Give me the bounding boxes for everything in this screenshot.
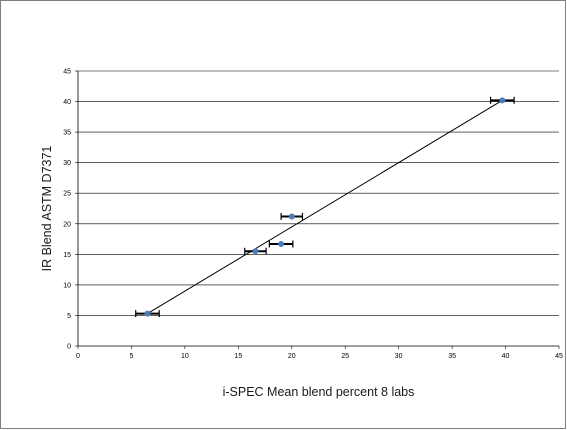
gridlines xyxy=(78,70,559,316)
linear-trendline xyxy=(147,99,503,315)
y-tick-label: 45 xyxy=(63,69,71,76)
y-tick-label: 40 xyxy=(63,99,71,106)
data-point-3 xyxy=(288,213,295,220)
data-points xyxy=(144,97,506,317)
y-tick-label: 25 xyxy=(63,191,71,198)
data-point-2 xyxy=(278,240,285,247)
x-tick-label: 5 xyxy=(129,353,133,360)
x-tick-label: 35 xyxy=(448,353,456,360)
y-tick-label: 10 xyxy=(63,282,71,289)
trendline xyxy=(147,99,503,315)
axes xyxy=(75,70,560,349)
x-tick-label: 25 xyxy=(341,353,349,360)
x-tick-label: 20 xyxy=(288,353,296,360)
y-tick-label: 35 xyxy=(63,130,71,137)
x-axis-title: i-SPEC Mean blend percent 8 labs xyxy=(223,385,415,399)
x-tick-label: 30 xyxy=(395,353,403,360)
data-point-0 xyxy=(144,310,151,317)
x-tick-label: 40 xyxy=(502,353,510,360)
data-point-4 xyxy=(499,97,506,104)
x-tick-label: 0 xyxy=(76,353,80,360)
y-tick-label: 30 xyxy=(63,160,71,167)
tick-labels: 0 5 10 15 20 25 30 35 40 45 0 5 10 15 20 25 30 35 40 45 xyxy=(63,69,563,361)
x-tick-label: 45 xyxy=(555,353,563,360)
y-tick-label: 5 xyxy=(67,313,71,320)
data-point-1 xyxy=(252,248,259,255)
y-tick-label: 15 xyxy=(63,252,71,259)
x-tick-label: 15 xyxy=(234,353,242,360)
y-tick-label: 20 xyxy=(63,221,71,228)
y-axis-title: IR Blend ASTM D7371 xyxy=(40,146,54,272)
y-tick-label: 0 xyxy=(67,344,71,351)
x-tick-label: 10 xyxy=(181,353,189,360)
